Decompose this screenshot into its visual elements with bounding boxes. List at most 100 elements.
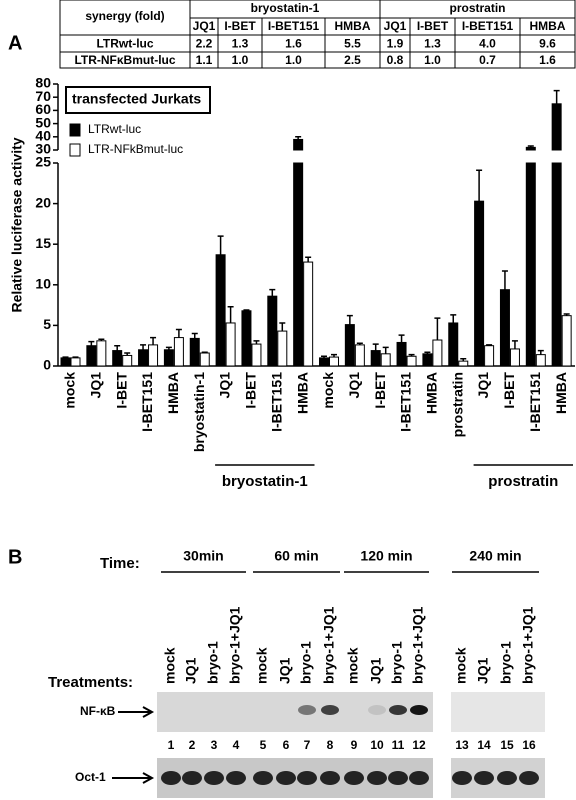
band-label: Oct-1 [75,770,106,784]
lane-number: 7 [304,738,311,752]
gel-band [320,771,340,785]
table-cell: 1.1 [196,53,213,67]
lane-treatment: bryo-1+JQ1 [321,606,337,684]
legend-label: LTRwt-luc [88,122,141,136]
y-tick-label: 60 [35,101,51,117]
y-tick-label: 50 [35,114,51,130]
table-frame [59,0,576,69]
bar [86,345,97,367]
bar-group [396,341,407,367]
error-bar [62,356,69,358]
table-cell: 1.9 [387,37,404,51]
bar [396,341,407,367]
lane-treatment: bryo-1 [298,641,314,684]
bar-group [267,295,278,367]
lane-number: 3 [211,738,218,752]
error-bar [165,346,172,350]
error-bar [253,340,260,345]
error-bar [372,343,379,351]
bar [432,339,443,367]
error-bar [305,256,312,263]
error-bar [527,145,534,148]
gel-band [182,771,202,785]
lane-treatment: bryo-1 [389,641,405,684]
bar [344,324,355,367]
table-subheader: I-BET151 [462,19,514,33]
error-bar [124,352,131,356]
bar [561,315,572,367]
bar-group [189,337,200,367]
bar [329,356,339,367]
gel-band [367,771,387,785]
error-bar [537,349,544,355]
bar [406,355,417,367]
bar [70,357,81,367]
y-tick-label: 40 [35,128,51,144]
error-bar [356,342,363,345]
bar-group [499,289,510,367]
lane-number: 8 [327,738,334,752]
bar-group [122,354,133,367]
table-cell: 1.0 [285,53,302,67]
table-group: prostratin [449,1,505,15]
error-bar [279,322,286,332]
table-cell: 1.6 [285,37,302,51]
bar-group [225,322,236,367]
bar-group [535,354,546,367]
band-arrow [118,706,155,718]
panel-label: A [8,32,22,54]
gel-band [388,771,408,785]
legend-title-box [65,86,211,114]
error-bar [434,317,441,341]
x-tick-label: HMBA [165,372,181,414]
lane-treatment: bryo-1+JQ1 [227,606,243,684]
bar-group [561,315,572,367]
lane-number: 16 [522,738,536,752]
table-cell: 2.5 [344,53,361,67]
bar [96,340,107,367]
bar [148,344,159,367]
gel-band [389,705,407,715]
error-bar [511,340,518,349]
table-cell: 1.6 [539,53,556,67]
bar-group [551,103,562,367]
bar [499,289,510,367]
table-group: bryostatin-1 [251,1,320,15]
x-tick-label: I-BET [243,372,259,409]
lane-treatment: JQ1 [183,657,199,684]
table-subheader: JQ1 [193,19,216,33]
bar-group [70,357,81,367]
lane-number: 2 [189,738,196,752]
error-bar [382,346,389,354]
x-tick-label: JQ1 [217,372,233,399]
table-cell: 1.3 [424,37,441,51]
bar-group [96,340,107,367]
error-bar [98,338,105,341]
lane-treatment: bryo-1+JQ1 [520,606,536,684]
bar [241,310,252,367]
table-subheader: I-BET151 [268,19,320,33]
gel-band [161,771,181,785]
error-bar [398,334,405,343]
lane-treatment: bryo-1 [498,641,514,684]
bar [319,357,329,367]
bar [163,349,174,367]
bar [551,103,562,151]
time-point: 120 min [360,548,412,564]
error-bar [476,169,483,202]
x-tick-label: HMBA [553,372,569,414]
band-arrow [112,772,155,784]
error-bar [72,356,79,358]
bar [251,343,262,367]
x-tick-label: JQ1 [346,372,362,399]
bar-group [474,200,485,367]
error-bar [227,305,234,323]
bar [354,344,365,367]
gel-band [368,705,386,715]
error-bar [140,344,147,350]
error-bar [191,332,198,339]
bar-group [484,345,495,367]
x-tick-label: I-BET151 [268,372,284,432]
bar-group [60,357,71,367]
table-cell: 1.0 [232,53,249,67]
